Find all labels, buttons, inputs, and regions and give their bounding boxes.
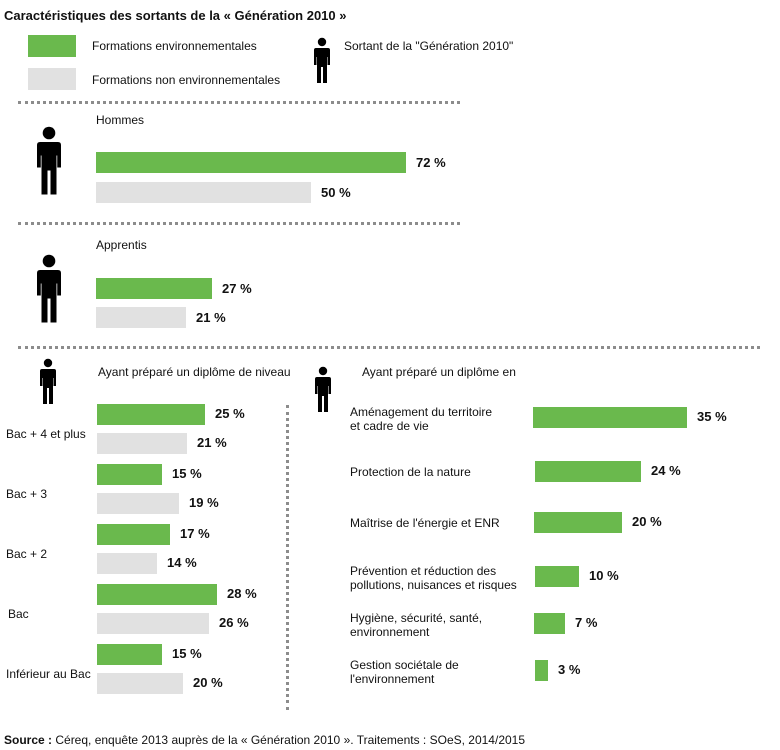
category-label: Maîtrise de l'énergie et ENR — [350, 516, 500, 530]
value-label: 17 % — [180, 526, 210, 541]
bar-env — [535, 566, 579, 587]
value-label: 15 % — [172, 646, 202, 661]
divider — [18, 101, 460, 104]
category-label-line: Gestion sociétale de — [350, 658, 459, 672]
value-label: 28 % — [227, 586, 257, 601]
bar-nonenv — [97, 673, 183, 694]
legend-label-nonenv: Formations non environnementales — [92, 73, 281, 87]
legend-swatch-nonenv — [28, 68, 76, 90]
value-label: 21 % — [197, 435, 227, 450]
category-label: Bac + 3 — [6, 487, 48, 501]
section-title-apprentis: Apprentis — [96, 238, 147, 252]
value-label: 14 % — [167, 555, 197, 570]
bar-nonenv — [97, 613, 209, 634]
bar-env — [97, 524, 170, 545]
bar-hommes-env — [96, 152, 406, 173]
value-label: 15 % — [172, 466, 202, 481]
bar-env — [535, 660, 548, 681]
value-label: 19 % — [189, 495, 219, 510]
bar-apprentis-env — [96, 278, 212, 299]
divider — [18, 346, 760, 349]
person-icon — [37, 126, 61, 195]
source-text: Céreq, enquête 2013 auprès de la « Génér… — [52, 733, 526, 747]
value-label-hommes-nonenv: 50 % — [321, 185, 351, 200]
value-label: 20 % — [632, 514, 662, 529]
value-label: 10 % — [589, 568, 619, 583]
category-label: Gestion sociétale de l'environnement — [350, 658, 459, 686]
source-note: Source : Céreq, enquête 2013 auprès de l… — [4, 733, 525, 747]
category-label: Bac + 4 et plus — [6, 427, 86, 441]
category-label-line: Maîtrise de l'énergie et ENR — [350, 516, 500, 530]
value-label-hommes-env: 72 % — [416, 155, 446, 170]
value-label: 25 % — [215, 406, 245, 421]
category-label-line: Aménagement du territoire — [350, 405, 493, 419]
chart-title: Caractéristiques des sortants de la « Gé… — [4, 8, 347, 23]
category-label: Hygiène, sécurité, santé, environnement — [350, 611, 482, 639]
person-icon — [40, 358, 56, 404]
category-label-line: et cadre de vie — [350, 419, 429, 433]
category-label: Bac — [8, 607, 29, 621]
legend-label-person: Sortant de la "Génération 2010" — [344, 39, 514, 53]
divider — [286, 405, 289, 710]
bar-apprentis-nonenv — [96, 307, 186, 328]
category-label: Bac + 2 — [6, 547, 48, 561]
person-icon — [37, 254, 61, 323]
category-label: Aménagement du territoire et cadre de vie — [350, 405, 492, 433]
bar-env — [533, 407, 687, 428]
value-label: 7 % — [575, 615, 598, 630]
category-label-line: Prévention et réduction des — [350, 564, 497, 578]
category-label-line: Protection de la nature — [350, 465, 471, 479]
bar-nonenv — [97, 553, 157, 574]
bar-hommes-nonenv — [96, 182, 311, 203]
category-label-line: l'environnement — [350, 672, 435, 686]
category-label-line: environnement — [350, 625, 430, 639]
bar-env — [534, 613, 565, 634]
category-label: Inférieur au Bac — [6, 667, 91, 681]
bar-nonenv — [97, 493, 179, 514]
bar-env — [97, 644, 162, 665]
value-label: 24 % — [651, 463, 681, 478]
category-label: Protection de la nature — [350, 465, 471, 479]
value-label: 26 % — [219, 615, 249, 630]
category-label-line: Hygiène, sécurité, santé, — [350, 611, 483, 625]
person-icon — [314, 37, 330, 83]
category-label: Prévention et réduction des pollutions, n… — [350, 564, 517, 592]
section-title-niveau: Ayant préparé un diplôme de niveau — [98, 365, 291, 379]
section-title-domaine: Ayant préparé un diplôme en — [362, 365, 516, 379]
value-label: 35 % — [697, 409, 727, 424]
category-label-line: pollutions, nuisances et risques — [350, 578, 517, 592]
bar-env — [97, 464, 162, 485]
section-title-hommes: Hommes — [96, 113, 145, 127]
bar-nonenv — [97, 433, 187, 454]
value-label: 20 % — [193, 675, 223, 690]
bar-env — [534, 512, 622, 533]
value-label-apprentis-env: 27 % — [222, 281, 252, 296]
legend-label-env: Formations environnementales — [92, 39, 257, 53]
legend-swatch-env — [28, 35, 76, 57]
source-prefix: Source : — [4, 733, 53, 747]
person-icon — [315, 366, 331, 412]
divider — [18, 222, 460, 225]
bar-env — [97, 404, 205, 425]
bar-env — [97, 584, 217, 605]
bar-env — [535, 461, 641, 482]
value-label-apprentis-nonenv: 21 % — [196, 310, 226, 325]
value-label: 3 % — [558, 662, 581, 677]
